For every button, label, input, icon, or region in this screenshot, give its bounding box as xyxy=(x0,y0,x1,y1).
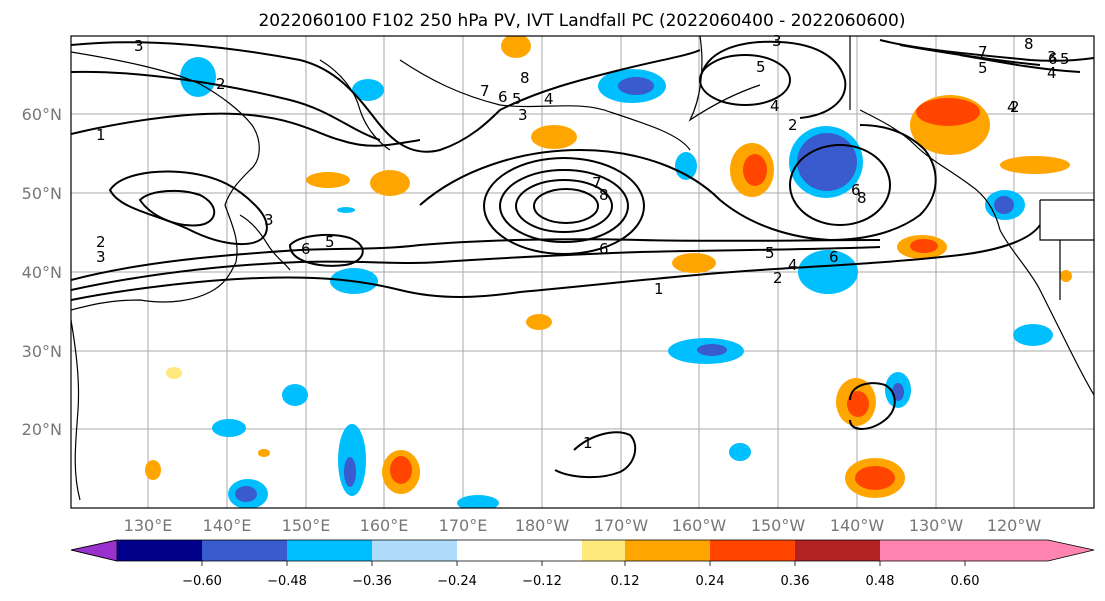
contour-label: 5 xyxy=(1060,50,1070,68)
lon-label: 140°E xyxy=(203,516,252,535)
contour-label: 3 xyxy=(772,32,782,50)
colorbar-tick-label: −0.48 xyxy=(267,574,307,589)
contour-label: 5 xyxy=(765,244,775,262)
contour-label: 5 xyxy=(512,90,522,108)
contour-label: 1 xyxy=(654,280,664,298)
colorbar-tick-label: −0.12 xyxy=(522,574,562,589)
colorbar-segment xyxy=(457,540,542,561)
lon-label: 180°W xyxy=(515,516,570,535)
lon-label: 160°W xyxy=(672,516,727,535)
contour-label: 5 xyxy=(978,59,988,77)
pv-contours xyxy=(71,39,1094,479)
colorbar-tick-label: 0.12 xyxy=(611,574,640,589)
contour-label: 4 xyxy=(544,90,554,108)
contour-label: 8 xyxy=(1024,35,1034,53)
colorbar-tick-label: 0.60 xyxy=(951,574,980,589)
colorbar-tick-label: 0.48 xyxy=(866,574,895,589)
lat-label: 60°N xyxy=(22,105,62,124)
colorbar-segment xyxy=(542,540,582,561)
colorbar-segment xyxy=(372,540,457,561)
colorbar-tick-label: −0.24 xyxy=(437,574,477,589)
lon-label: 170°W xyxy=(594,516,649,535)
contour-label: 7 xyxy=(978,43,988,61)
contour-label: 6 xyxy=(851,181,861,199)
colorbar-ticks xyxy=(201,561,966,566)
contour-labels: 3 2 1 2 3 5 6 3 8 7 6 5 4 3 7 8 6 5 4 2 … xyxy=(96,32,1070,452)
contour-label: 8 xyxy=(599,186,609,204)
lon-label: 150°W xyxy=(751,516,806,535)
colorbar-extend-high xyxy=(965,540,1094,561)
colorbar-segment xyxy=(582,540,625,561)
contour-label: 5 xyxy=(325,233,335,251)
contour-label: 6 xyxy=(301,240,311,258)
contour-label: 5 xyxy=(756,58,766,76)
contour-label: 4 xyxy=(788,256,798,274)
colorbar-tick-label: 0.36 xyxy=(781,574,810,589)
contour-label: 2 xyxy=(773,269,783,287)
colorbar-segment xyxy=(202,540,287,561)
colorbar-tick-label: −0.36 xyxy=(352,574,392,589)
colorbar-segment xyxy=(117,540,202,561)
figure-title: 2022060100 F102 250 hPa PV, IVT Landfall… xyxy=(258,11,905,31)
map-panel: 3 2 1 2 3 5 6 3 8 7 6 5 4 3 7 8 6 5 4 2 … xyxy=(70,32,1095,509)
lon-label: 130°E xyxy=(124,516,173,535)
lat-label: 40°N xyxy=(22,263,62,282)
colorbar-segment xyxy=(625,540,710,561)
lon-label: 160°E xyxy=(360,516,409,535)
shaded-anomalies xyxy=(145,36,1072,508)
contour-label: 7 xyxy=(592,174,602,192)
contour-label: 7 xyxy=(480,82,490,100)
colorbar-tick-label: 0.24 xyxy=(696,574,725,589)
contour-label: 2 xyxy=(788,116,798,134)
contour-label: 6 xyxy=(1048,50,1058,68)
contour-label: 1 xyxy=(96,126,106,144)
colorbar-outline xyxy=(70,539,1095,562)
contour-label: 8 xyxy=(857,189,867,207)
contour-label: 8 xyxy=(520,69,530,87)
contour-label: 2 xyxy=(216,75,226,93)
contour-label: 4 xyxy=(1047,64,1057,82)
lon-label: 150°E xyxy=(282,516,331,535)
lat-label: 30°N xyxy=(22,342,62,361)
contour-label: 6 xyxy=(498,88,508,106)
contour-label: 2 xyxy=(96,233,106,251)
lat-label: 20°N xyxy=(22,420,62,439)
longitude-labels: 130°E 140°E 150°E 160°E 170°E 180°W 170°… xyxy=(124,516,1042,535)
contour-label: 3 xyxy=(96,248,106,266)
colorbar-segment xyxy=(795,540,880,561)
colorbar-tick-label: −0.60 xyxy=(182,574,222,589)
contour-label: 6 xyxy=(829,248,839,266)
contour-label: 4 xyxy=(1007,98,1017,116)
colorbar-segment xyxy=(880,540,965,561)
map-frame xyxy=(70,35,1095,509)
colorbar-segment xyxy=(287,540,372,561)
lon-label: 130°W xyxy=(909,516,964,535)
lon-label: 120°W xyxy=(987,516,1042,535)
contour-label: 1 xyxy=(583,434,593,452)
colorbar-extend-low xyxy=(70,539,118,562)
contour-label: 6 xyxy=(599,240,609,258)
colorbar-segment xyxy=(710,540,795,561)
contour-label: 3 xyxy=(264,211,274,229)
contour-label: 3 xyxy=(134,37,144,55)
lat-label: 50°N xyxy=(22,184,62,203)
lon-label: 140°W xyxy=(830,516,885,535)
contour-label: 3 xyxy=(518,106,528,124)
colorbar: −0.60 −0.48 −0.36 −0.24 −0.12 0.12 0.24 … xyxy=(70,539,1095,589)
contour-label: 4 xyxy=(770,97,780,115)
lon-label: 170°E xyxy=(439,516,488,535)
latitude-labels: 60°N 50°N 40°N 30°N 20°N xyxy=(22,105,62,439)
contour-label: 3 xyxy=(1047,48,1057,66)
contour-label: 2 xyxy=(1010,98,1020,116)
